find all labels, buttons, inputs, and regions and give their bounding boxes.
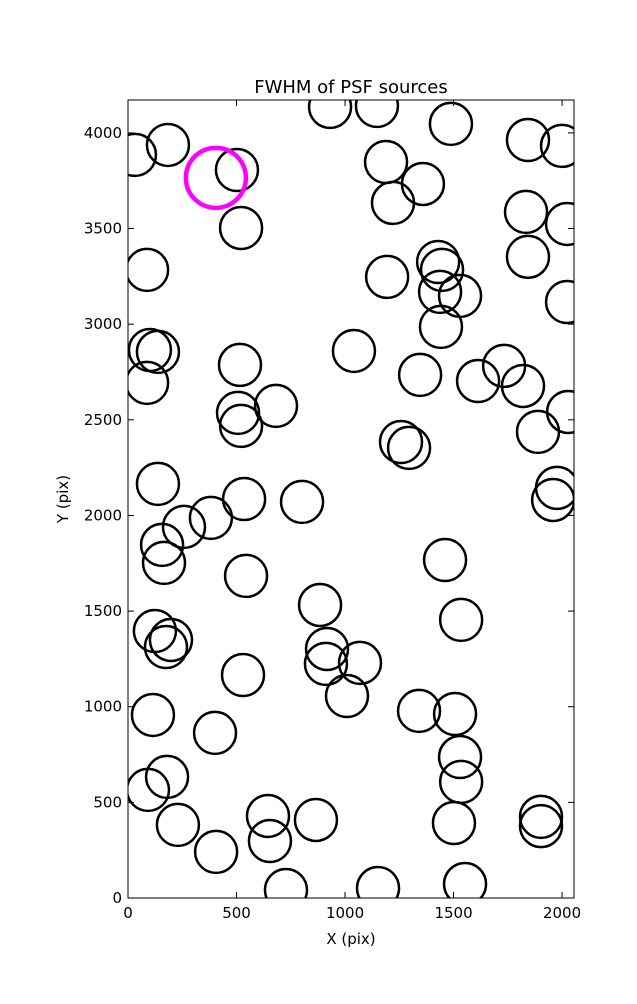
psf-source [279,479,325,525]
psf-source [386,425,432,471]
psf-source [148,617,194,663]
x-tick-label: 2000 [543,904,581,922]
y-tick-label: 1500 [84,602,122,620]
psf-source [397,352,443,398]
y-tick-label: 1000 [84,698,122,716]
psf-source [218,205,264,251]
psf-source [455,358,501,404]
psf-source [132,608,178,654]
psf-source [221,476,267,522]
psf-source [396,688,442,734]
y-tick-label: 2500 [84,411,122,429]
psf-source [324,673,370,719]
psf-source [297,582,343,628]
psf-source [245,793,291,839]
psf-source [214,147,260,193]
psf-source [128,360,170,406]
psf-source [220,652,266,698]
x-tick-label: 500 [222,904,251,922]
plot-frame [127,99,575,899]
psf-source [500,363,546,409]
psf-source [418,304,464,350]
psf-source [417,269,463,315]
psf-source [193,829,239,875]
y-tick-label: 4000 [84,124,122,142]
psf-source [141,540,187,586]
psf-source [544,201,574,247]
psf-source [354,100,400,129]
psf-source [253,383,299,429]
psf-source [415,239,461,285]
psf-source [155,802,201,848]
psf-source [419,247,465,293]
psf-source [431,800,477,846]
psf-source [544,279,574,325]
psf-source [247,818,293,864]
psf-source [303,641,349,687]
psf-source [363,139,409,185]
psf-source [135,329,181,375]
x-tick-label: 1500 [434,904,472,922]
psf-source [442,861,488,898]
psf-source [304,626,350,672]
psf-source [192,710,238,756]
y-axis-label: Y (pix) [54,475,72,524]
psf-source [144,754,190,800]
y-tick-label: 2000 [84,506,122,524]
y-tick-label: 3500 [84,220,122,238]
psf-source [370,180,416,226]
psf-source [223,553,269,599]
x-axis-label: X (pix) [326,930,375,948]
psf-source [293,797,339,843]
x-tick-label: 1000 [326,904,364,922]
x-tick-label: 0 [123,904,133,922]
y-tick-label: 3000 [84,315,122,333]
psf-source [128,247,170,293]
psf-source [307,100,353,130]
psf-source [364,254,410,300]
psf-source [128,132,158,178]
psf-source [422,537,468,583]
psf-source [518,794,564,840]
psf-source [139,522,185,568]
psf-source [515,409,561,455]
psf-source [545,389,574,435]
psf-source [539,123,574,169]
psf-source [503,189,549,235]
psf-source [135,461,181,507]
plot-area [128,100,574,898]
psf-source [505,117,551,163]
highlighted-source [183,145,249,211]
psf-source [355,865,401,898]
psf-source [217,342,263,388]
psf-source [432,691,478,737]
psf-source [518,803,564,849]
psf-source [378,419,424,465]
psf-source [143,624,189,670]
psf-source [130,692,176,738]
psf-source [145,122,191,168]
psf-source [428,101,474,147]
psf-source [437,734,483,780]
psf-source [128,767,171,813]
psf-source [331,328,377,374]
psf-source [438,759,484,805]
y-tick-label: 0 [112,889,122,907]
psf-source [337,640,383,686]
chart-title: FWHM of PSF sources [254,77,448,98]
psf-source [218,403,264,449]
psf-source [263,867,309,898]
psf-source [438,597,484,643]
psf-source [188,495,234,541]
psf-source [400,161,446,207]
y-tick-label: 500 [93,793,122,811]
psf-source [505,234,551,280]
psf-source [530,477,574,523]
